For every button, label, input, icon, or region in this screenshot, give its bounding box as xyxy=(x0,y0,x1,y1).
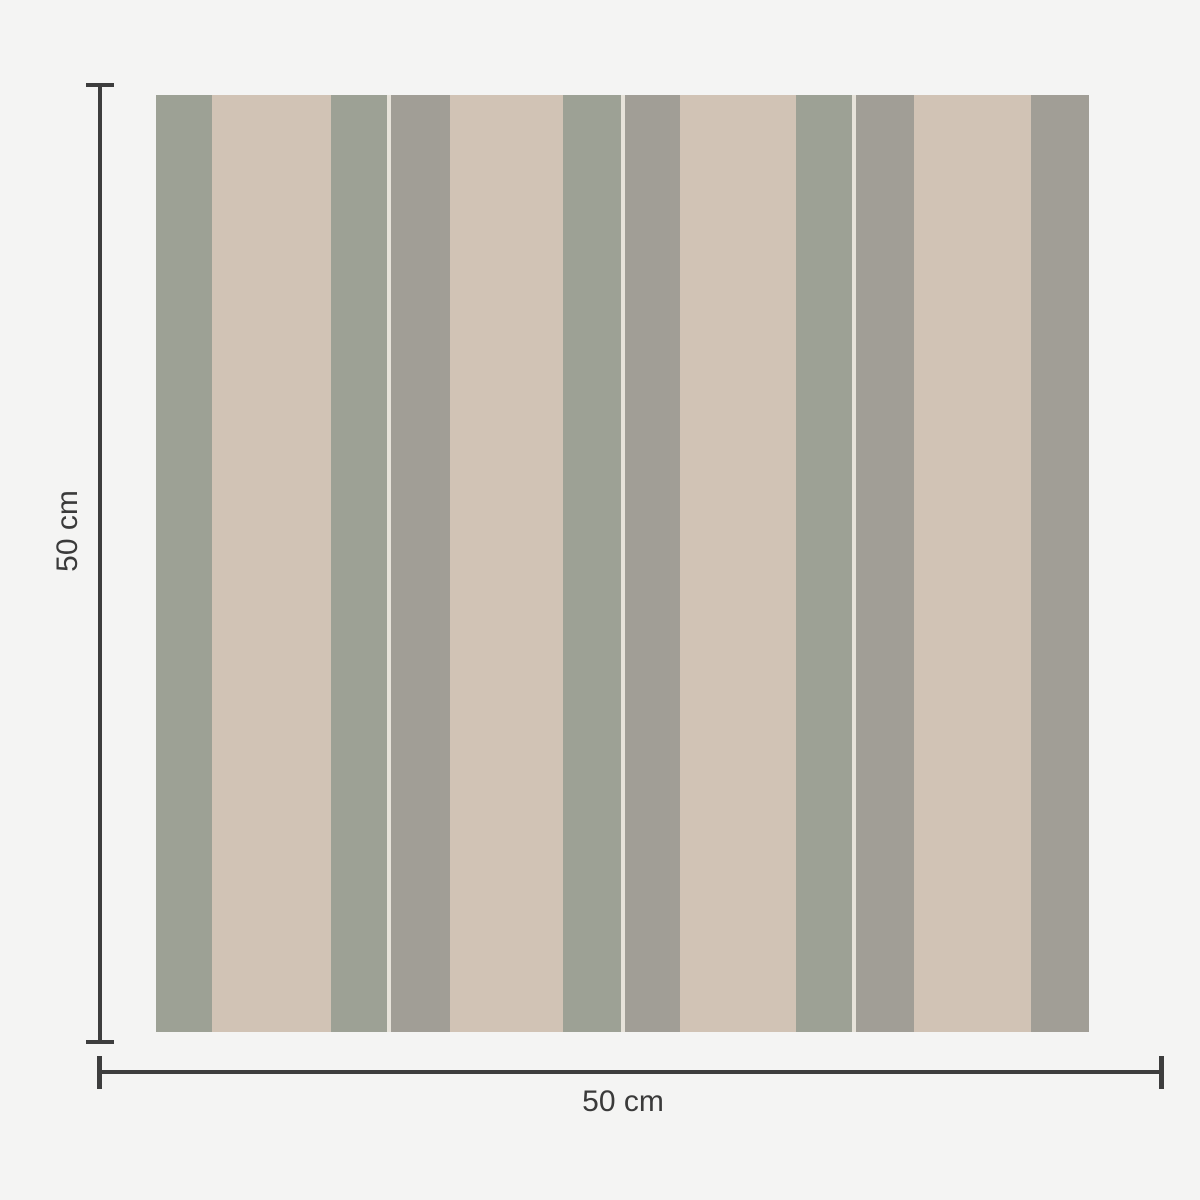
gray-stripe xyxy=(1031,95,1089,1032)
vertical-dimension-line xyxy=(98,84,102,1044)
seam-stripe xyxy=(852,95,856,1032)
beige-stripe xyxy=(212,95,331,1032)
gray-stripe xyxy=(391,95,450,1032)
seam-stripe xyxy=(621,95,625,1032)
beige-stripe xyxy=(914,95,1031,1032)
wallpaper-swatch xyxy=(156,95,1089,1032)
horizontal-dimension-line xyxy=(99,1070,1164,1074)
seam-stripe xyxy=(387,95,391,1032)
vertical-dimension-cap-bottom xyxy=(86,1040,114,1044)
vertical-dimension-cap-top xyxy=(86,83,114,87)
horizontal-dimension-cap-left xyxy=(97,1056,102,1089)
gray-stripe xyxy=(625,95,680,1032)
gray-stripe xyxy=(156,95,212,1032)
horizontal-dimension-cap-right xyxy=(1159,1056,1164,1089)
gray-stripe xyxy=(856,95,914,1032)
gray-stripe xyxy=(331,95,387,1032)
gray-stripe xyxy=(796,95,852,1032)
gray-stripe xyxy=(563,95,621,1032)
height-dimension-label: 50 cm xyxy=(51,490,84,572)
beige-stripe xyxy=(450,95,563,1032)
width-dimension-label: 50 cm xyxy=(582,1085,664,1118)
beige-stripe xyxy=(680,95,796,1032)
